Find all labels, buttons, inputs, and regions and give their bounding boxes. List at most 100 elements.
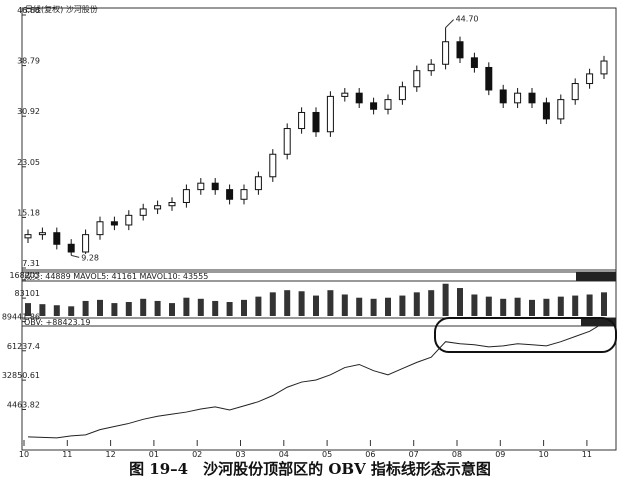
candle-body [182,189,190,203]
x-tick-label: 12 [106,450,116,459]
y-tick-label: 61237.4 [7,342,40,351]
volume-bar [140,298,147,316]
volume-bar [543,298,550,316]
volume-bar [327,290,334,316]
x-tick-label: 02 [192,450,202,459]
candle-body [125,214,133,226]
candle-body [542,102,550,120]
volume-bar [68,306,75,316]
candle-body [413,70,421,88]
x-tick-label: 10 [19,450,29,459]
x-tick-label: 03 [235,450,245,459]
obv-line [27,322,605,439]
candle-body [557,99,565,120]
highlight-ellipse [434,317,617,353]
annotation: 44.70 [456,15,479,24]
volume-bar [370,298,377,316]
caption: 图 19–4 沙河股份顶部区的 OBV 指标线形态示意图 [129,460,491,478]
volume-bar [154,300,161,316]
volume-title: 成交: 44889 MAVOL5: 41161 MAVOL10: 43555 [24,271,208,281]
volume-bar [385,297,391,316]
y-tick-label: 7.31 [22,259,40,268]
volume-bar [313,295,319,316]
y-tick-label: 15.18 [17,208,40,217]
volume-bar [39,304,46,316]
annotation-leader [445,19,454,28]
annotation: 9.28 [81,253,99,262]
candle-body [96,221,104,236]
volume-bar [241,299,247,316]
candle-body [254,176,262,191]
volume-bar [97,299,103,316]
volume-bar [471,294,478,316]
y-tick-label: 83101 [15,289,40,298]
x-tick-label: 11 [62,450,72,459]
y-tick-label: 46.66 [17,6,40,15]
volume-bar [601,292,607,316]
volume-bar [442,283,449,316]
candle-body [355,92,363,104]
obv-title: OBV: +88423.19 [24,318,90,327]
candle-body [269,153,277,178]
x-tick-label: 08 [452,450,462,459]
annotation-leader [71,254,80,258]
volume-bar [111,303,118,316]
y-tick-label: 168203 [9,271,40,280]
obv-header [21,317,617,327]
candle-body [528,92,536,104]
volume-bar [169,303,175,316]
volume-bar [500,298,507,316]
y-tick-label: 89441.86 [2,313,40,322]
volume-bar [298,291,305,316]
volume-bar [197,298,204,316]
volume-bar [25,303,31,316]
volume-bar [572,295,579,316]
candle-body [427,63,435,72]
candle-body [470,57,478,68]
candle-body [600,60,608,75]
x-tick-label: 01 [149,450,159,459]
candle-body [240,189,248,200]
volume-bar [356,297,363,316]
candle-body [154,205,162,210]
candle-body [53,232,61,245]
candle-body [139,208,147,216]
candle-body [197,182,205,191]
x-tick-label: 06 [365,450,375,459]
candle-body [341,92,349,97]
candle-body [226,189,234,200]
y-tick-label: 4463.82 [7,401,40,410]
candle-body [514,92,522,104]
candle-body [326,95,334,133]
y-tick-label: 32850.61 [2,371,40,380]
candle-body [485,66,493,91]
candle-body [586,73,594,85]
volume-bar [226,302,233,316]
candle-body [67,243,75,253]
candle-body [38,232,46,236]
candle-body [384,99,392,110]
volume-bar [82,300,89,316]
volume-bar [586,294,593,316]
candle-body [499,89,507,104]
volume-bar [428,290,435,316]
frame [21,7,617,451]
x-tick-label: 11 [582,450,592,459]
volume-bar [269,292,276,316]
candle-body [456,41,464,59]
x-tick-label: 05 [322,450,332,459]
candle-body [211,182,219,191]
candle-body [168,201,176,207]
candle-body [24,234,32,239]
volume-bar [183,297,190,316]
candle-body [312,111,320,133]
volume-bar [284,290,291,316]
x-tick-label: 10 [539,450,549,459]
y-tick-label: 30.92 [17,107,40,116]
volume-bar [529,299,535,316]
candle-body [370,102,378,110]
y-tick-label: 38.79 [17,57,40,66]
candle-body [283,128,291,155]
volume-bar [53,305,60,316]
